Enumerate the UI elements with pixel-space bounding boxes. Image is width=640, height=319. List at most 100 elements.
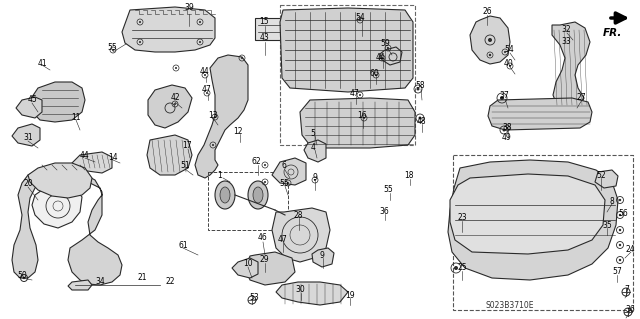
Text: 31: 31 [23,133,33,143]
Polygon shape [280,8,413,92]
Circle shape [199,41,201,43]
Text: 46: 46 [258,234,268,242]
Polygon shape [147,135,192,175]
Polygon shape [304,140,326,162]
Circle shape [500,96,504,100]
Text: 35: 35 [602,220,612,229]
Bar [208,172,288,230]
Text: 21: 21 [137,273,147,283]
Text: 17: 17 [182,142,192,151]
Ellipse shape [220,187,230,203]
Circle shape [375,74,377,76]
Circle shape [488,38,492,42]
Polygon shape [32,185,82,228]
Circle shape [287,182,289,184]
Polygon shape [72,152,112,173]
Text: 4: 4 [310,143,316,152]
Text: 54: 54 [504,46,514,55]
Circle shape [417,87,419,91]
Circle shape [381,57,383,59]
Text: 47: 47 [202,85,212,94]
Circle shape [204,74,206,76]
Text: 18: 18 [404,172,413,181]
Text: 24: 24 [625,244,635,254]
Circle shape [199,21,201,23]
Text: 51: 51 [180,161,190,170]
Text: 8: 8 [610,197,614,205]
Text: 47: 47 [349,88,359,98]
Text: 22: 22 [165,277,175,286]
Text: 58: 58 [415,81,425,91]
Text: 36: 36 [379,206,389,216]
Bar [255,18,283,40]
Text: 48: 48 [416,116,426,125]
Text: 55: 55 [279,179,289,188]
Text: FR.: FR. [602,28,621,38]
Text: 54: 54 [355,13,365,23]
Text: 56: 56 [618,209,628,218]
Text: 37: 37 [499,92,509,100]
Text: 61: 61 [178,241,188,249]
Ellipse shape [253,187,263,203]
Text: 6: 6 [282,161,287,170]
Bar [453,155,633,310]
Text: 33: 33 [561,36,571,46]
Text: 9: 9 [312,174,317,182]
Text: 44: 44 [79,151,89,160]
Polygon shape [470,16,510,64]
Polygon shape [450,174,605,254]
Text: 57: 57 [612,268,622,277]
Text: 38: 38 [502,122,512,131]
Circle shape [387,47,389,49]
Circle shape [175,67,177,69]
Circle shape [214,116,216,118]
Circle shape [509,65,511,67]
Circle shape [619,259,621,261]
Polygon shape [300,98,415,148]
Circle shape [206,92,208,94]
Ellipse shape [215,181,235,209]
Circle shape [314,179,316,181]
Text: 11: 11 [71,113,81,122]
Text: 44: 44 [199,68,209,77]
Circle shape [139,41,141,43]
Text: 40: 40 [504,60,514,69]
Text: 23: 23 [457,213,467,222]
Circle shape [264,164,266,166]
Text: 30: 30 [295,286,305,294]
Circle shape [619,199,621,201]
Text: 14: 14 [108,152,118,161]
Polygon shape [28,163,92,198]
Text: 9: 9 [319,250,324,259]
Circle shape [454,266,458,270]
Text: 59: 59 [380,40,390,48]
Text: 12: 12 [233,127,243,136]
Circle shape [359,19,361,21]
Text: 36: 36 [625,305,635,314]
Circle shape [489,54,492,56]
Text: 27: 27 [576,93,586,101]
Polygon shape [272,158,306,185]
Circle shape [112,49,114,51]
Polygon shape [195,55,248,178]
Circle shape [139,21,141,23]
Circle shape [619,229,621,231]
Circle shape [619,244,621,246]
Circle shape [241,57,243,59]
Polygon shape [30,82,85,122]
Text: 26: 26 [482,8,492,17]
Circle shape [506,127,508,129]
Text: 53: 53 [249,293,259,302]
Polygon shape [16,97,42,118]
Polygon shape [312,248,334,267]
Text: 45: 45 [27,95,37,105]
Text: 5: 5 [310,129,316,137]
Text: 10: 10 [243,259,253,269]
Polygon shape [380,47,402,65]
Text: 16: 16 [357,112,367,121]
Text: 15: 15 [259,18,269,26]
Text: 39: 39 [184,4,194,12]
Circle shape [264,181,266,183]
Polygon shape [148,85,192,128]
Polygon shape [68,280,92,290]
